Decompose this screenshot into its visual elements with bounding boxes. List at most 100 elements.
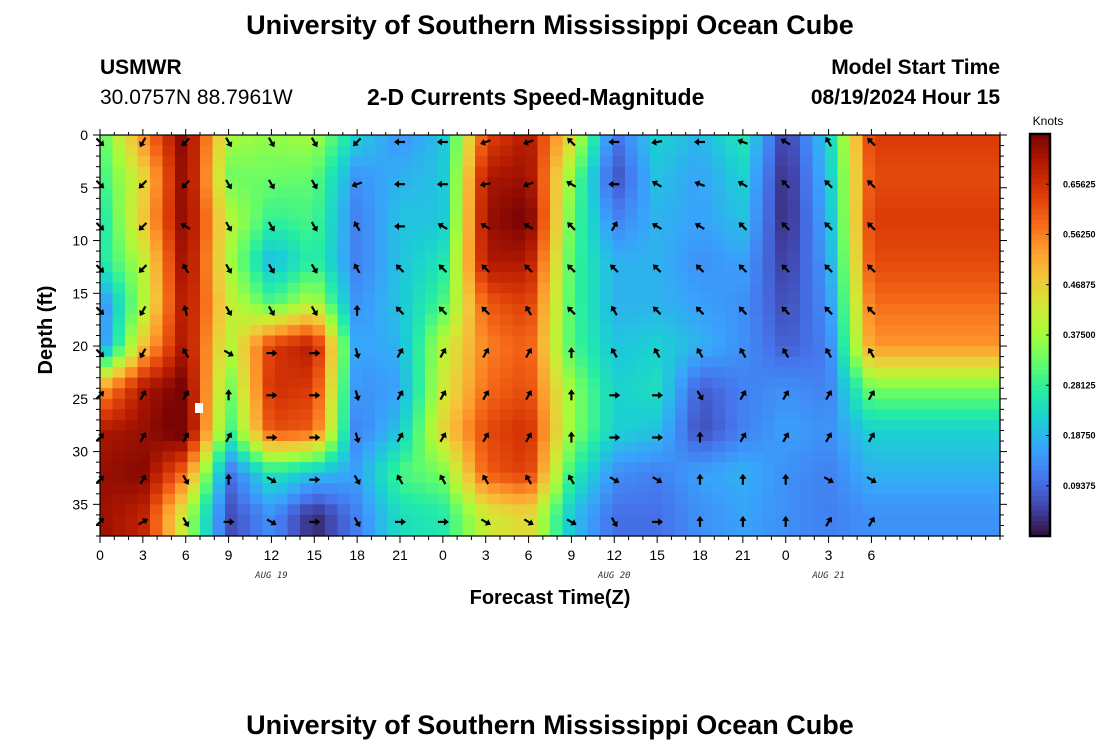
heatmap-cell <box>850 272 864 284</box>
heatmap-cell <box>875 314 889 326</box>
heatmap-cell <box>975 525 989 537</box>
heatmap-cell <box>275 282 289 294</box>
current-arrow <box>438 264 448 273</box>
heatmap-cell <box>775 441 789 453</box>
heatmap-cell <box>237 208 251 221</box>
heatmap-cell <box>250 208 264 221</box>
heatmap-cell <box>312 504 326 516</box>
heatmap-cell <box>775 346 789 358</box>
heatmap-cell <box>687 166 701 178</box>
heatmap-cell <box>487 261 501 273</box>
heatmap-cell <box>462 356 476 368</box>
heatmap-cell <box>687 367 701 379</box>
footer-title: University of Southern Mississippi Ocean… <box>246 710 854 740</box>
heatmap-cell <box>112 441 126 453</box>
heatmap-cell <box>762 356 776 368</box>
heatmap-cell <box>950 346 964 358</box>
heatmap-cell <box>625 346 639 358</box>
heatmap-cell <box>362 483 376 495</box>
heatmap-cell <box>937 293 951 305</box>
heatmap-cell <box>787 145 801 157</box>
heatmap-cell <box>325 261 339 273</box>
heatmap-cell <box>362 367 376 379</box>
heatmap-cell <box>700 303 714 315</box>
heatmap-cell <box>600 335 614 347</box>
heatmap-cell <box>862 483 876 495</box>
heatmap-cell <box>650 398 664 410</box>
colorbar-segment <box>1030 480 1050 487</box>
heatmap-cell <box>625 335 639 347</box>
heatmap-cell <box>750 314 764 326</box>
x-tick-label: 15 <box>649 547 665 563</box>
heatmap-cell <box>150 303 164 315</box>
heatmap-cell <box>800 324 814 337</box>
heatmap-cell <box>862 187 876 199</box>
heatmap-cell <box>800 472 814 484</box>
current-arrow <box>782 515 790 527</box>
heatmap-cell <box>562 166 576 178</box>
heatmap-cell <box>625 462 639 474</box>
heatmap-cell <box>550 240 564 252</box>
heatmap-cell <box>712 356 726 368</box>
heatmap-cell <box>250 462 264 474</box>
heatmap-cell <box>250 135 264 147</box>
heatmap-cell <box>500 324 514 337</box>
heatmap-cell <box>350 462 364 474</box>
heatmap-cell <box>362 156 376 168</box>
heatmap-cell <box>825 462 839 474</box>
heatmap-cell <box>975 208 989 221</box>
heatmap-cell <box>337 346 351 358</box>
heatmap-cell <box>712 166 726 178</box>
heatmap-cell <box>512 525 526 537</box>
heatmap-cell <box>475 198 489 210</box>
heatmap-cell <box>175 441 189 453</box>
heatmap-cell <box>325 187 339 199</box>
heatmap-cell <box>462 303 476 315</box>
heatmap-cell <box>800 282 814 294</box>
heatmap-cell <box>600 261 614 273</box>
heatmap-cell <box>825 187 839 199</box>
heatmap-cell <box>450 514 464 527</box>
heatmap-cell <box>850 229 864 242</box>
heatmap-cell <box>525 282 539 294</box>
heatmap-cell <box>837 377 851 389</box>
heatmap-cell <box>575 208 589 221</box>
heatmap-cell <box>825 367 839 379</box>
heatmap-cell <box>362 219 376 231</box>
heatmap-cell <box>112 472 126 484</box>
heatmap-cell <box>462 261 476 273</box>
heatmap-cell <box>187 346 201 358</box>
heatmap-cell <box>512 419 526 432</box>
heatmap-cell <box>250 514 264 527</box>
heatmap-cell <box>312 314 326 326</box>
heatmap-cell <box>387 441 401 453</box>
heatmap-cell <box>612 282 626 294</box>
heatmap-cell <box>687 514 701 527</box>
heatmap-cell <box>937 251 951 263</box>
heatmap-cell <box>862 367 876 379</box>
heatmap-cell <box>950 272 964 284</box>
heatmap-cell <box>625 208 639 221</box>
heatmap-cell <box>787 324 801 337</box>
heatmap-cell <box>450 493 464 505</box>
heatmap-cell <box>262 483 276 495</box>
heatmap-cell <box>275 451 289 463</box>
heatmap-cell <box>150 208 164 221</box>
heatmap-cell <box>975 314 989 326</box>
heatmap-cell <box>862 525 876 537</box>
heatmap-cell <box>350 504 364 516</box>
heatmap-cell <box>512 324 526 337</box>
heatmap-cell <box>800 187 814 199</box>
heatmap-cell <box>762 251 776 263</box>
heatmap-cell <box>400 377 414 389</box>
heatmap-cell <box>875 451 889 463</box>
heatmap-cell <box>700 272 714 284</box>
heatmap-cell <box>850 514 864 527</box>
current-arrow <box>651 222 662 230</box>
heatmap-cell <box>587 462 601 474</box>
heatmap-cell <box>712 441 726 453</box>
heatmap-cell <box>837 493 851 505</box>
heatmap-cell <box>125 135 139 147</box>
heatmap-cell <box>387 504 401 516</box>
heatmap-cell <box>662 367 676 379</box>
